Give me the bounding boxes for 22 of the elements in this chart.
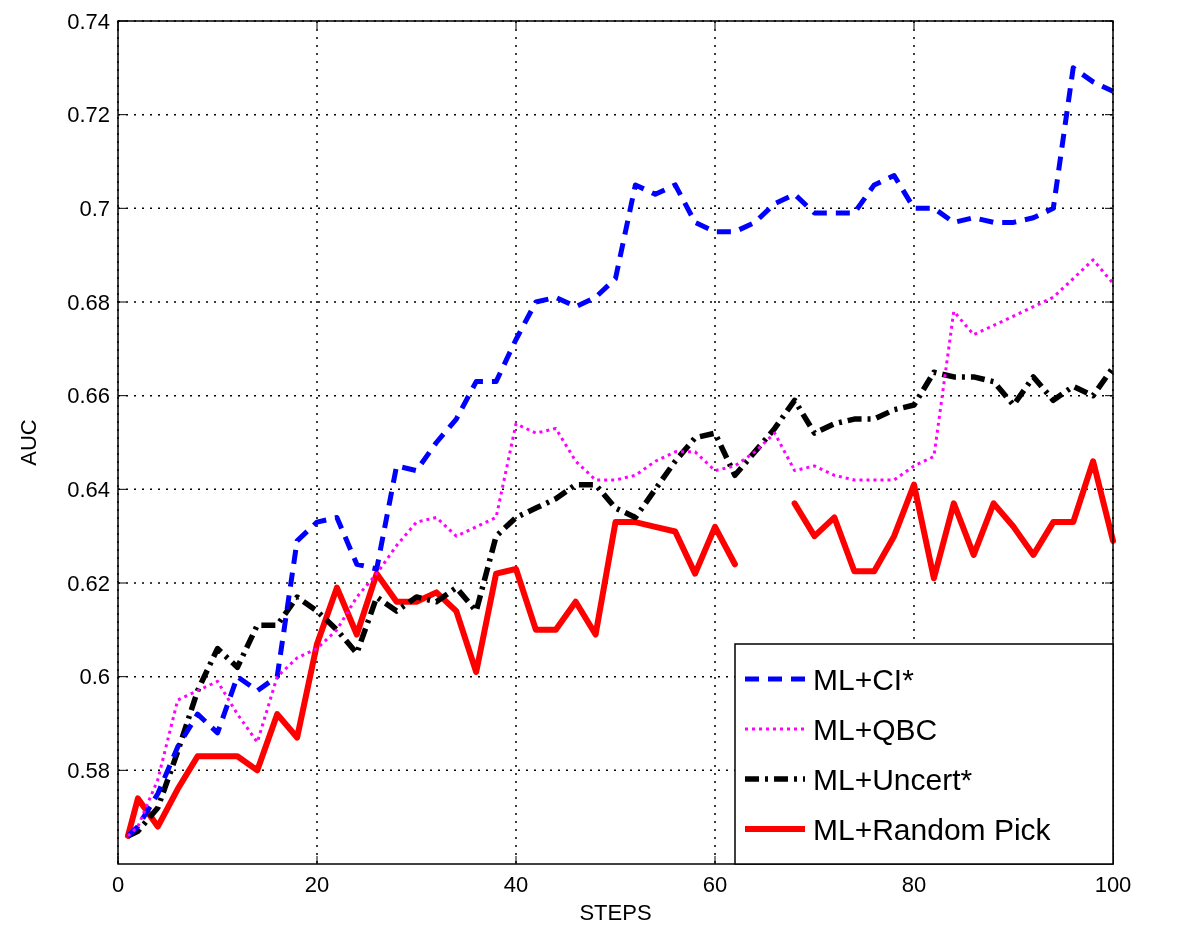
x-tick-label: 60: [702, 872, 728, 897]
y-axis-title: AUC: [16, 419, 41, 466]
y-tick-label: 0.74: [67, 8, 110, 34]
y-tick-label: 0.6: [79, 664, 110, 690]
y-tick-label: 0.72: [67, 102, 110, 128]
y-tick-label: 0.64: [67, 477, 110, 503]
x-tick-label: 40: [503, 872, 529, 897]
y-tick-label: 0.68: [67, 289, 110, 315]
legend-label: ML+QBC: [813, 712, 938, 746]
legend-label: ML+Random Pick: [813, 812, 1052, 846]
x-tick-label: 20: [304, 872, 330, 897]
legend-label: ML+CI*: [813, 662, 915, 696]
x-axis-title: STEPS: [579, 900, 652, 925]
y-tick-label: 0.7: [79, 196, 110, 222]
y-tick-label: 0.58: [67, 758, 110, 784]
legend-label: ML+Uncert*: [813, 762, 973, 796]
y-tick-label: 0.66: [67, 383, 110, 409]
line-series: [126, 258, 1115, 838]
x-tick-label: 100: [1094, 872, 1132, 897]
y-tick-label: 0.62: [67, 570, 110, 596]
x-tick-label: 80: [901, 872, 927, 897]
x-tick-label: 0: [111, 872, 125, 897]
